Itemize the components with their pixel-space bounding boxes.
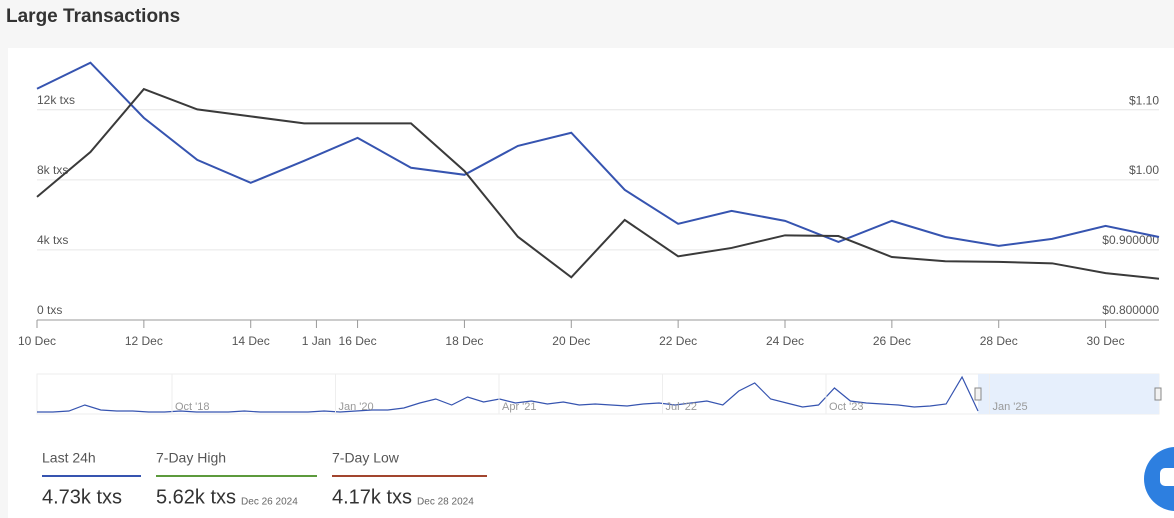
stat-value: 4.73k txs [42, 486, 122, 508]
x-tick-label: 22 Dec [659, 334, 697, 348]
navigator-label: Jan '20 [339, 401, 374, 413]
series-line [36, 87, 1160, 280]
chat-icon [1160, 468, 1174, 486]
y-tick-label: 4k txs [37, 233, 68, 247]
x-tick-label: 30 Dec [1087, 334, 1125, 348]
stat-label: Last 24h [42, 450, 96, 466]
y2-tick-label: $1.00 [1129, 163, 1159, 177]
navigator-label: Apr '21 [502, 401, 537, 413]
x-tick-label: 14 Dec [232, 334, 270, 348]
stat-value: 5.62k txs [156, 486, 236, 508]
stat-value: 4.17k txs [332, 486, 412, 508]
stat-date: Dec 28 2024 [417, 497, 474, 508]
navigator-handle[interactable] [1154, 387, 1162, 401]
x-tick-label: 20 Dec [552, 334, 590, 348]
x-tick-label: 26 Dec [873, 334, 911, 348]
navigator-handle[interactable] [974, 387, 982, 401]
navigator-selection[interactable] [978, 374, 1159, 414]
navigator [36, 373, 1160, 415]
chart-title: Large Transactions [6, 6, 180, 27]
y-tick-label: 0 txs [37, 303, 62, 317]
x-tick-label: 16 Dec [339, 334, 377, 348]
panel [8, 48, 1174, 518]
series-line [36, 61, 1160, 247]
y2-tick-label: $0.900000 [1102, 233, 1159, 247]
stat-date: Dec 26 2024 [241, 497, 298, 508]
y2-tick-label: $1.10 [1129, 93, 1159, 107]
x-tick-label: 18 Dec [445, 334, 483, 348]
y-tick-label: 8k txs [37, 163, 68, 177]
navigator-label: Oct '18 [175, 401, 210, 413]
y-tick-label: 12k txs [37, 93, 75, 107]
navigator-line [37, 375, 979, 413]
x-tick-label: 12 Dec [125, 334, 163, 348]
y2-tick-label: $0.800000 [1102, 303, 1159, 317]
x-tick-label: 1 Jan [302, 334, 331, 348]
navigator-label: Jul '22 [666, 401, 697, 413]
stat-label: 7-Day High [156, 450, 226, 466]
x-tick-label: 28 Dec [980, 334, 1018, 348]
navigator-label: Jan '25 [993, 401, 1028, 413]
x-tick-label: 24 Dec [766, 334, 804, 348]
stat-label: 7-Day Low [332, 450, 400, 466]
navigator-label: Oct '23 [829, 401, 864, 413]
chat-button[interactable] [1144, 447, 1174, 511]
x-tick-label: 10 Dec [18, 334, 56, 348]
